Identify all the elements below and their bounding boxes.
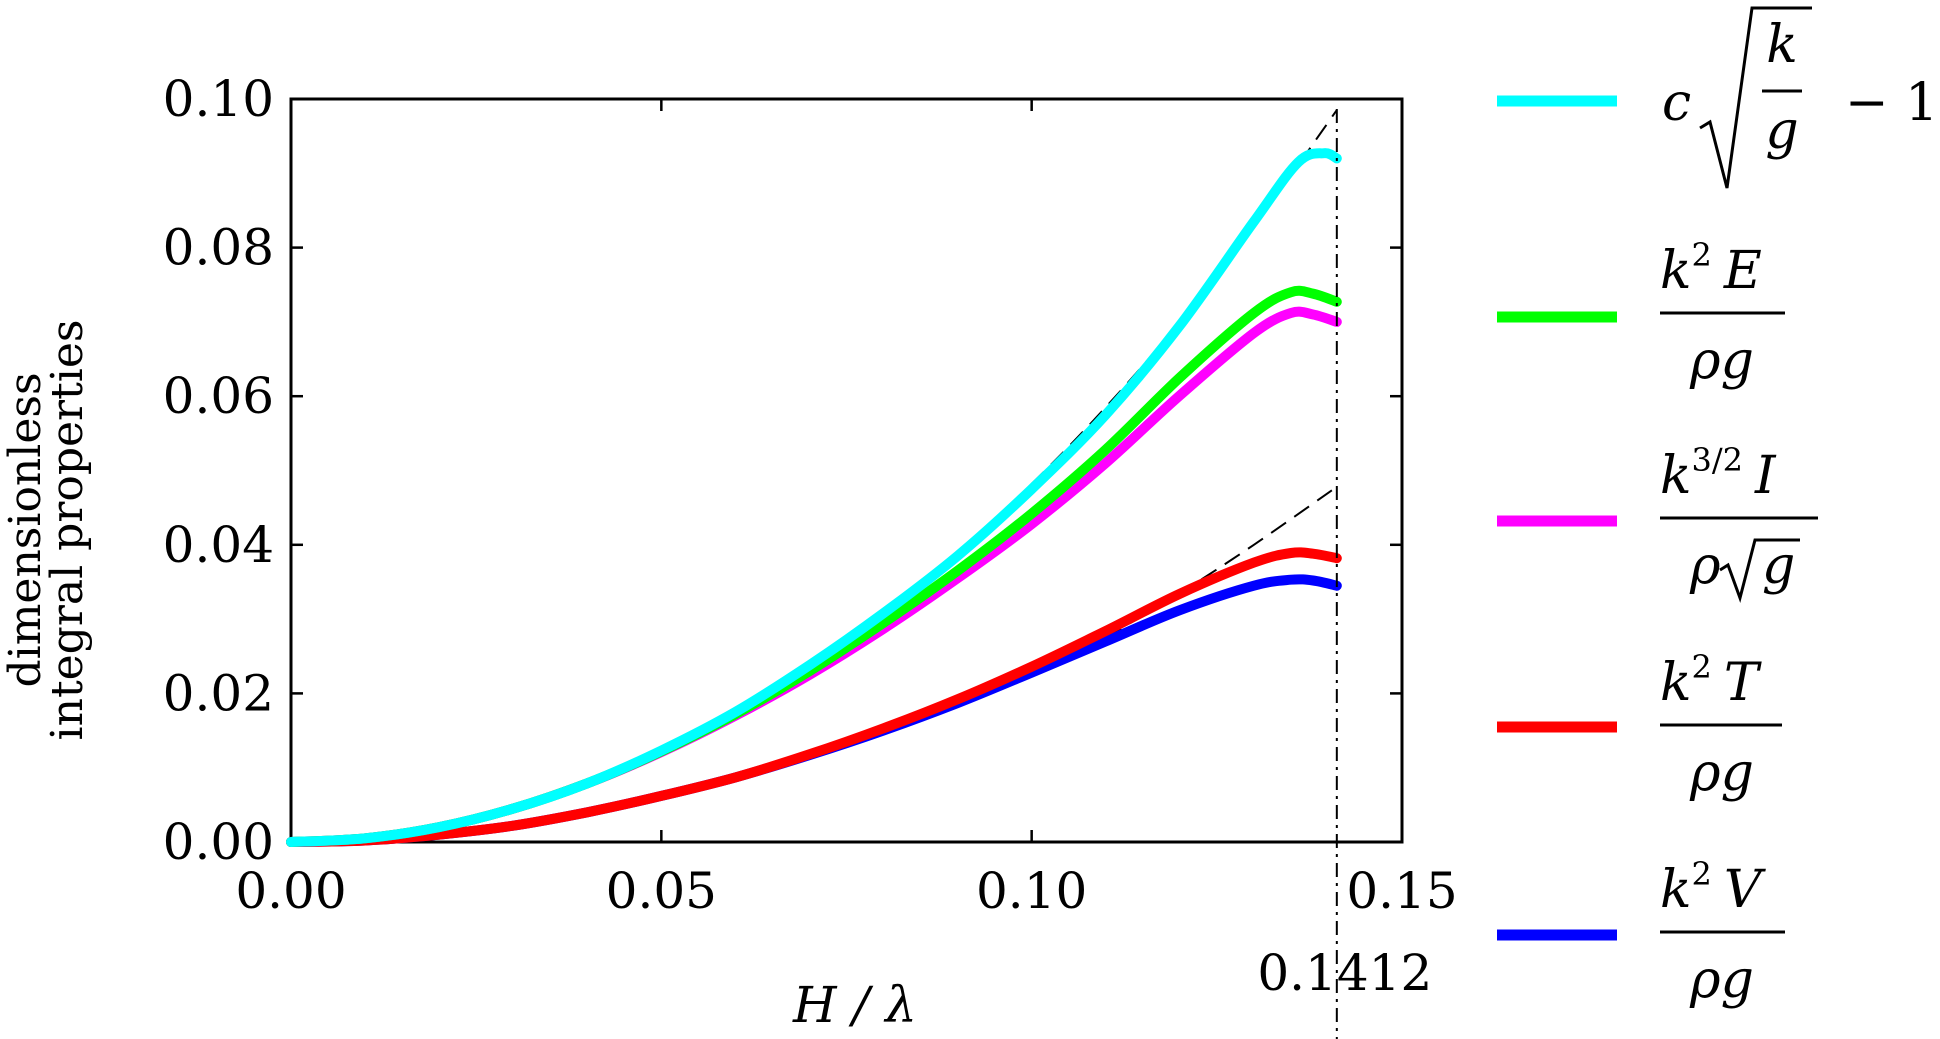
legend-entry-cyan: c k g − 1 <box>1497 6 1938 189</box>
y-axis-title-line-2: integral properties <box>42 320 93 741</box>
legend-numerator-I: k3/2 I <box>1660 441 1777 506</box>
legend-numerator-E: k2 E <box>1660 236 1762 301</box>
x-tick-label-3: 0.15 <box>1346 862 1457 920</box>
y-tick-label-5: 0.10 <box>163 70 274 128</box>
plot-frame <box>289 97 1404 844</box>
series-line-3 <box>286 547 1342 847</box>
y-tick-label-1: 0.02 <box>163 664 274 722</box>
legend-entry-magenta: k3/2 I ρ g <box>1497 441 1818 604</box>
legend-minus-one: − 1 <box>1845 73 1938 133</box>
x-tick-label-2: 0.10 <box>976 862 1087 920</box>
x-tick-label-0: 0.00 <box>235 862 346 920</box>
legend-c: c <box>1662 73 1691 133</box>
y-tick-label-0: 0.00 <box>163 813 274 871</box>
legend-sqrt-sign <box>1699 6 1812 189</box>
legend-denominator-E: ρg <box>1689 331 1754 391</box>
y-tick-label-2: 0.04 <box>163 516 274 574</box>
legend-numerator-V: k2 V <box>1660 855 1766 920</box>
x-axis-title: H / λ <box>792 976 917 1034</box>
series-line-0 <box>286 148 1342 847</box>
legend-denominator-V: ρg <box>1689 950 1754 1010</box>
legend-entry-green: k2 E ρg <box>1497 236 1785 391</box>
legend-den-rho: ρ <box>1689 536 1721 596</box>
legend-den-sqrt-sign <box>1719 538 1800 604</box>
y-axis-title-line-1: dimensionless <box>0 372 51 687</box>
legend: c k g − 1 k2 E ρg k3/2 I ρ <box>1497 6 1938 1010</box>
x-tick-label-1: 0.05 <box>606 862 717 920</box>
legend-numerator-T: k2 T <box>1660 648 1762 713</box>
plot-layer: 0.00 0.05 0.10 0.15 0.00 0.02 0.04 0.06 0.08 0.10… <box>163 70 1458 1039</box>
series-line-4 <box>286 574 1342 847</box>
series-line-1 <box>286 285 1342 847</box>
legend-den-g: g <box>1762 536 1795 596</box>
legend-sqrt-den: g <box>1765 101 1798 161</box>
series-line-2 <box>286 306 1342 847</box>
legend-denominator-T: ρg <box>1689 743 1754 803</box>
y-tick-label-4: 0.08 <box>163 219 274 277</box>
breaking-limit-label: 0.1412 <box>1257 944 1432 1002</box>
y-tick-label-3: 0.06 <box>163 367 274 425</box>
legend-entry-red: k2 T ρg <box>1497 648 1782 803</box>
reference-dashed-line-0 <box>882 109 1338 614</box>
legend-entry-blue: k2 V ρg <box>1497 855 1785 1010</box>
legend-sqrt-num: k <box>1766 15 1798 75</box>
